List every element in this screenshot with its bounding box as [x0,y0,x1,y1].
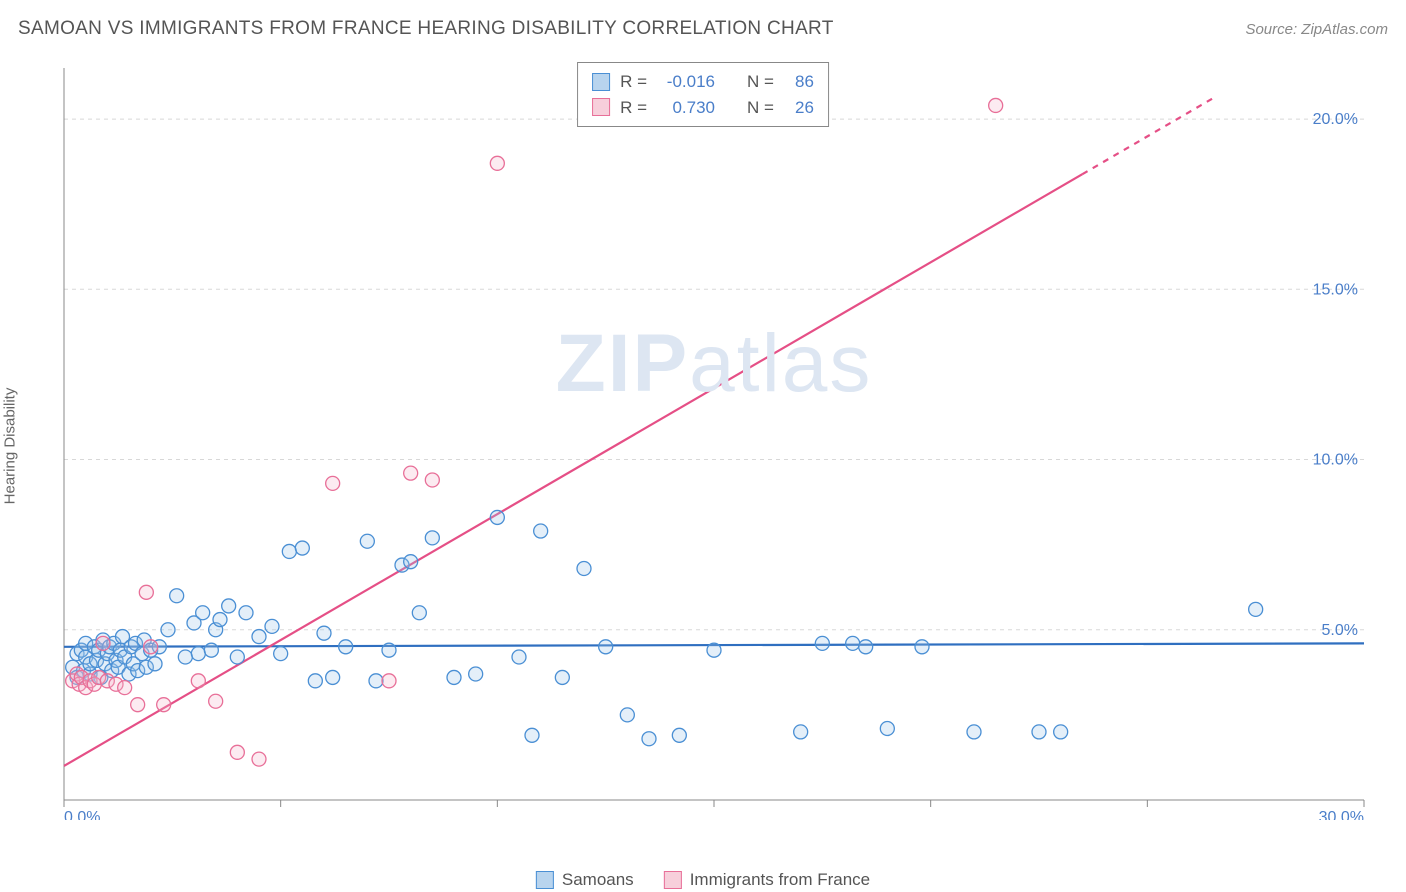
swatch-icon [592,98,610,116]
legend-label: Immigrants from France [690,870,870,890]
stats-row: R = -0.016 N = 86 [592,69,814,95]
legend-item: Samoans [536,870,634,890]
r-value: -0.016 [657,69,715,95]
stats-legend: R = -0.016 N = 86 R = 0.730 N = 26 [577,62,829,127]
stats-row: R = 0.730 N = 26 [592,95,814,121]
swatch-icon [592,73,610,91]
scatter-chart: ZIPatlas 5.0%10.0%15.0%20.0%0.0%30.0% [54,60,1374,820]
svg-text:20.0%: 20.0% [1313,111,1358,128]
source-attribution: Source: ZipAtlas.com [1245,21,1388,38]
swatch-icon [664,871,682,889]
svg-text:30.0%: 30.0% [1319,809,1364,820]
svg-text:5.0%: 5.0% [1322,622,1358,639]
legend-label: Samoans [562,870,634,890]
swatch-icon [536,871,554,889]
chart-title: SAMOAN VS IMMIGRANTS FROM FRANCE HEARING… [18,18,834,40]
y-axis-label: Hearing Disability [2,388,19,505]
n-value: 86 [784,69,814,95]
bottom-legend: Samoans Immigrants from France [536,870,870,890]
svg-text:15.0%: 15.0% [1313,281,1358,298]
chart-svg: 5.0% 10.0% 15.0% 20.0% 0.0% 30.0% [54,60,1374,820]
n-value: 26 [784,95,814,121]
svg-text:10.0%: 10.0% [1313,452,1358,469]
svg-text:0.0%: 0.0% [64,809,100,820]
legend-item: Immigrants from France [664,870,870,890]
r-value: 0.730 [657,95,715,121]
